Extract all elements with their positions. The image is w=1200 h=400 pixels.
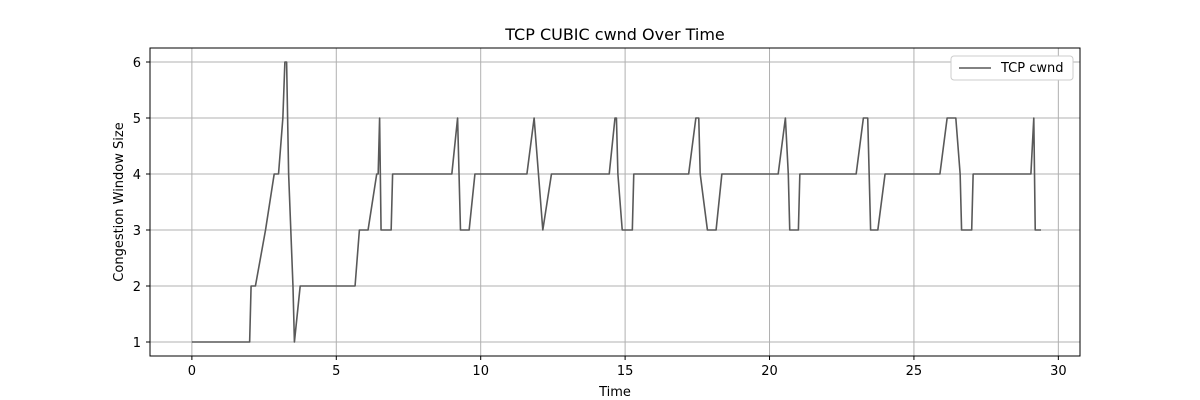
chart-title: TCP CUBIC cwnd Over Time [504,25,725,44]
x-tick-label: 25 [906,364,923,379]
legend: TCP cwnd [950,55,1074,81]
plot-frame [149,47,1081,357]
y-axis-title: Congestion Window Size [112,122,127,281]
x-tick-label: 0 [188,364,196,379]
x-tick-label: 10 [472,364,489,379]
x-tick-label: 30 [1050,364,1067,379]
y-tick-label: 5 [133,112,141,127]
y-tick-label: 3 [133,224,141,239]
y-tick-label: 1 [133,336,141,351]
x-axis-title: Time [598,385,631,400]
axes-layer: 0 5 10 15 20 25 30 1 2 3 4 5 6 [133,47,1081,379]
y-tick-label: 2 [133,280,141,295]
legend-box [950,55,1074,81]
y-tick-label: 4 [133,168,141,183]
series-layer [191,61,1042,343]
y-tick-label: 6 [133,56,141,71]
x-tick-label: 15 [617,364,634,379]
x-tick-label: 5 [332,364,340,379]
x-tick-label: 20 [761,364,778,379]
legend-label: TCP cwnd [1000,61,1064,76]
series-line-0 [191,61,1042,343]
